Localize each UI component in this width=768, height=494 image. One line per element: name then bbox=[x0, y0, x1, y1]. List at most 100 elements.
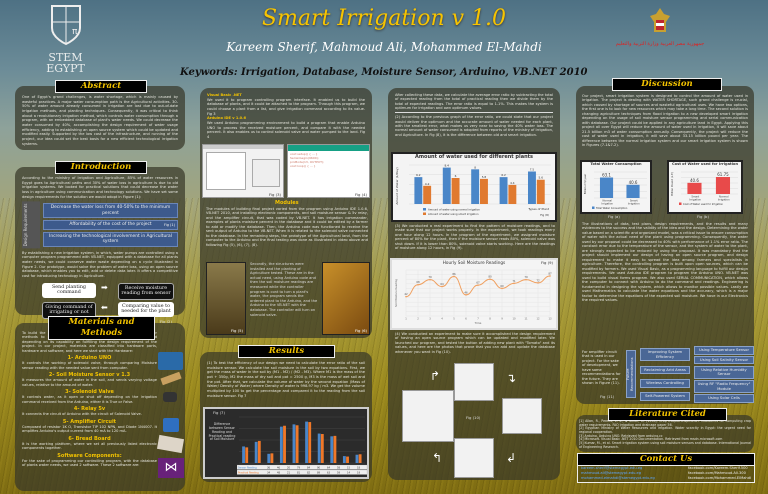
legend-label: Amount of water using normal irrigation bbox=[428, 207, 480, 211]
bar bbox=[626, 185, 640, 199]
tick-label: 13 bbox=[548, 318, 552, 321]
arduino-ide-text: We used Arduino programming environment … bbox=[207, 121, 365, 140]
bar bbox=[527, 171, 536, 204]
data-label: 5.6 bbox=[539, 176, 544, 180]
contact-box: kareem.sherif@stemegypt.edu.eg mahmoud.a… bbox=[577, 465, 755, 483]
table-cell: 18 bbox=[357, 466, 361, 469]
bar bbox=[283, 425, 286, 463]
arduino-board-image bbox=[158, 352, 183, 370]
table-cell: 59 bbox=[337, 471, 341, 474]
material-text: It measures the amount of water in the s… bbox=[22, 378, 157, 387]
data-point bbox=[429, 278, 431, 281]
table-cell: 15 bbox=[347, 466, 351, 469]
design-requirements-label: Design Requirements bbox=[22, 201, 40, 249]
analysis-text-1: After collecting these data, we calculat… bbox=[395, 93, 554, 110]
table-cell: 84 bbox=[307, 466, 311, 469]
data-label: 64 bbox=[440, 282, 444, 286]
legend-label: Total Water Consumption bbox=[596, 206, 628, 210]
requirement-2: Affordability of the cost of the project… bbox=[43, 219, 178, 231]
solenoid-valve-image bbox=[163, 392, 177, 402]
data-point bbox=[453, 275, 455, 278]
tick-label: 6 bbox=[465, 318, 467, 321]
bar bbox=[257, 440, 261, 463]
poster-title: Smart Irrigation v 1.0 bbox=[261, 6, 507, 31]
curved-arrow-icon: ↲ bbox=[506, 451, 517, 465]
bar bbox=[242, 446, 245, 463]
tick-label: Smart Irrigation bbox=[689, 195, 701, 202]
table-row bbox=[237, 469, 367, 475]
vb-text: We used it to program controlling progra… bbox=[207, 97, 365, 116]
tick-label: Smart Irrigation bbox=[628, 199, 640, 206]
contact-facebook-1[interactable]: facebook.com/Kareem.Sherif.500 bbox=[688, 466, 748, 470]
data-point bbox=[477, 284, 479, 287]
modules-heading: Modules bbox=[275, 200, 299, 206]
hourly-moisture-chart: Hourly Soil Moisture Readings Fig (9) 42… bbox=[390, 258, 558, 330]
material-relay: 4- Relay 5v It connects the circuit of Ar… bbox=[22, 406, 157, 416]
bar bbox=[267, 453, 271, 463]
contact-email-1[interactable]: kareem.sherif@stemegypt.edu.eg bbox=[581, 466, 643, 470]
svg-text:π: π bbox=[72, 27, 78, 37]
analysis-text-3: (3) We conducted a real experiment to fi… bbox=[395, 224, 555, 251]
fig4-label: Fig (4) bbox=[355, 192, 367, 198]
fig3-label: Fig (3) bbox=[269, 192, 281, 198]
discussion-text-1: Our project, smart irrigation system is … bbox=[582, 94, 748, 148]
bar bbox=[254, 441, 258, 463]
bar bbox=[333, 435, 337, 463]
bar bbox=[308, 422, 312, 463]
authors: Kareem Sherif, Mahmoud Ali, Mohammed El-… bbox=[226, 40, 542, 54]
data-point bbox=[513, 282, 515, 285]
material-text: It controls water, as it open or shut of… bbox=[22, 395, 157, 404]
side-text: Secondly, the structures were installed … bbox=[250, 262, 318, 317]
fig-b-label: Fig (b) bbox=[697, 214, 709, 219]
contact-email-3[interactable]: mohammed.elmahdi@stemegypt.edu.eg bbox=[581, 475, 655, 480]
fig1-label: Fig (1) bbox=[163, 222, 175, 227]
abstract-heading: Abstract bbox=[55, 80, 147, 93]
data-label: 86 bbox=[452, 272, 456, 276]
contact-email-2[interactable]: mahmoud.ali@stemegypt.edu.eg bbox=[581, 470, 642, 475]
data-label: 6 bbox=[455, 174, 457, 178]
legend-swatch bbox=[679, 202, 682, 206]
data-label: 8 bbox=[474, 165, 476, 169]
data-label: 87 bbox=[548, 272, 552, 276]
flow-send-command: Send planting command bbox=[42, 282, 96, 298]
curved-arrow-icon: ↰ bbox=[432, 451, 443, 465]
bar bbox=[330, 436, 334, 463]
data-label: 40.6 bbox=[690, 178, 699, 183]
y-axis-label: Amount of Water (L/Day) bbox=[395, 167, 399, 204]
intro-text-2: By establishing a new irrigation system,… bbox=[22, 250, 178, 279]
data-label: 4.2 bbox=[425, 182, 430, 186]
table-cell: 14 bbox=[347, 471, 351, 474]
table-cell: 20 bbox=[287, 466, 291, 469]
data-point bbox=[489, 278, 491, 281]
table-cell: 48 bbox=[277, 471, 281, 474]
water-plants-chart: Amount of water used for different plant… bbox=[391, 152, 557, 222]
discussion-text-2: The illustrations of data, test plans, d… bbox=[582, 222, 748, 303]
future-temperature-sensor: Using Temperature Sensor bbox=[694, 346, 754, 355]
cycle-screenshot-top bbox=[454, 363, 494, 401]
material-title: 5- Amplifier Circuit bbox=[62, 418, 117, 425]
legend-swatch bbox=[423, 212, 426, 215]
data-point bbox=[537, 282, 539, 284]
contact-heading: Contact Us bbox=[577, 453, 755, 466]
bar bbox=[292, 424, 296, 463]
tick-label: 4 bbox=[441, 318, 443, 321]
material-text: Composed of resistor 1K O, Transistor TI… bbox=[22, 424, 157, 434]
bar bbox=[245, 447, 249, 463]
discussion-heading: Discussion bbox=[612, 78, 722, 91]
data-label: 79 bbox=[524, 275, 528, 279]
reference-1: [1] Allan, R., Pereira, L. S., & Smith, … bbox=[579, 419, 751, 427]
tick-label: 7 bbox=[477, 318, 479, 321]
data-label: 79 bbox=[428, 275, 432, 279]
material-solenoid-valve: 3- Solenoid Valve It controls water, as i… bbox=[22, 389, 157, 404]
fig9-label: Fig (9) bbox=[541, 260, 553, 265]
table-cell: 90 bbox=[317, 466, 321, 469]
data-label: 67 bbox=[476, 281, 480, 285]
contact-facebook-3[interactable]: facebook.com/Mohammed.ElMahdi bbox=[688, 475, 751, 480]
intro-text-1: According to the ministry of Irrigation … bbox=[22, 176, 178, 199]
bar bbox=[305, 421, 308, 463]
contact-facebook-2[interactable]: facebook.com/Mahmoud.Ali.300 bbox=[688, 470, 746, 475]
database-update-cycle: ↱ ↴ ↲ ↰ Fig (10) bbox=[388, 360, 560, 480]
data-label: 4.4 bbox=[510, 181, 515, 185]
relay-image bbox=[163, 418, 179, 432]
